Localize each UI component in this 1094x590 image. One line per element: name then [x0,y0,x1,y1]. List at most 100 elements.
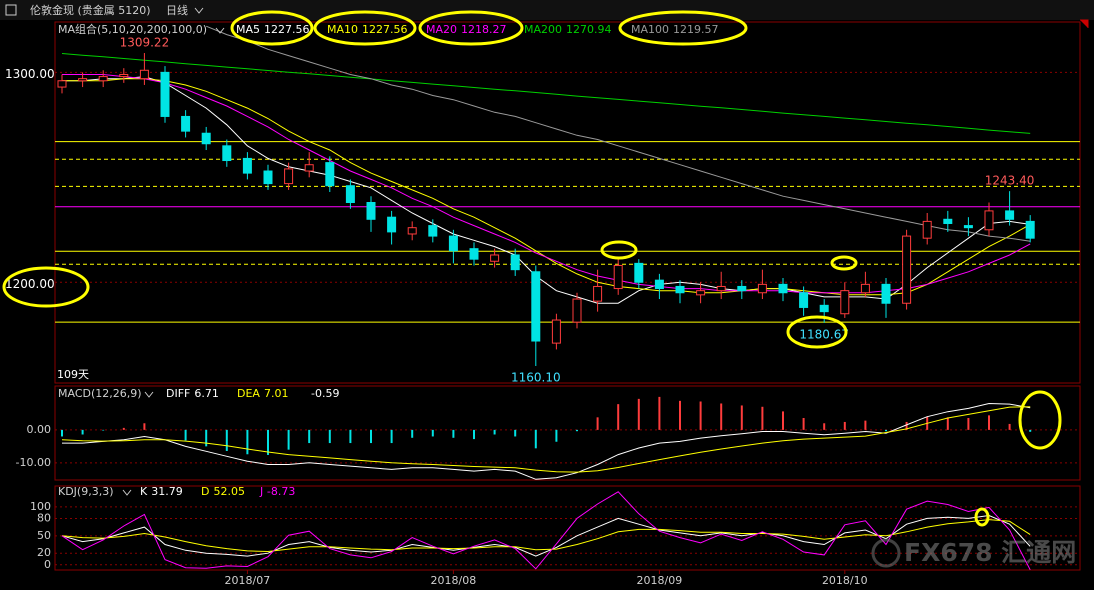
highlight-ellipse [600,240,638,260]
indicator-line [61,406,1031,473]
highlight-ellipse [230,10,314,46]
candle-body [119,73,129,78]
bar-count: 109天 [57,368,89,381]
candle-body [531,271,541,342]
candle-body [593,285,603,302]
x-tick-label: 2018/09 [637,574,683,587]
highlight-ellipse [974,507,990,527]
legend-entry: D 52.05 [201,485,245,498]
candle-body [78,78,88,82]
candle-body [1005,210,1015,220]
legend-entry: K 31.79 [140,485,183,498]
indicator-line [61,519,1031,553]
candle-body [510,254,520,271]
legend-name: DEA [237,387,260,400]
panel-frame [54,485,1081,571]
menu-icon[interactable] [5,4,17,16]
y-tick-label: 0.00 [27,423,52,436]
candle-body [387,216,397,233]
watermark-text: FX678 汇通网 [904,538,1076,567]
price-annotation: 1160.10 [511,370,561,384]
highlight-ellipse [618,10,748,46]
legend-entry: MA10 1227.56 [327,23,408,36]
legend-entry: MA100 1219.57 [631,23,719,36]
legend-value: 7.01 [264,387,289,400]
highlight-ellipse [313,10,417,46]
indicator-line [62,76,1031,304]
highlight-ellipse [2,266,90,308]
candle-body [242,157,252,174]
highlight-ellipse [786,315,848,349]
watermark: FX678 汇通网 [871,538,1076,568]
legend-value: -8.73 [267,485,295,498]
candle-body [469,248,479,260]
legend-entry: J -8.73 [259,485,295,498]
indicator-line [61,53,1031,134]
y-tick-label: 80 [37,511,51,524]
candle-body [490,254,500,262]
corner-marker [1080,19,1089,28]
instrument-name: 伦敦金现 (贵金属 5120) [30,3,151,17]
candle-body [840,290,850,315]
panel-title: KDJ(9,3,3) [58,485,114,498]
candle-body [551,319,561,344]
indicator-line [61,514,1031,557]
legend-name: MA200 [524,23,562,36]
y-tick-label: 1200.00 [5,277,55,291]
legend-value: 6.71 [194,387,219,400]
indicator-line [61,491,1031,571]
y-tick-label: 1300.00 [5,67,55,81]
x-tick-label: 2018/07 [225,574,271,587]
highlight-ellipse [418,10,524,46]
candle-body [160,71,170,117]
legend-name: MA10 [327,23,358,36]
candle-body [448,235,458,252]
watermark-logo [871,538,901,568]
candle-body [284,168,294,185]
candle-body [696,290,706,296]
candle-body [304,164,314,172]
candle-body [572,298,582,323]
legend-entry: MA5 1227.56 [236,23,310,36]
legend-name: K [140,485,148,498]
highlight-ellipse [1018,390,1062,450]
price-annotation: 1243.40 [985,174,1035,188]
panel-frame [54,21,1081,384]
panel-title: MACD(12,26,9) [58,387,142,400]
candle-body [902,235,912,304]
top-bar [0,0,1094,20]
dropdown-arrow [144,391,154,398]
y-tick-label: 20 [37,546,51,559]
indicator-line [206,25,1031,242]
candle-body [634,262,644,283]
candle-body [654,279,664,290]
period-selector[interactable]: 日线 [166,3,188,17]
legend-title: MA组合(5,10,20,200,100,0) [58,22,207,36]
candle-body [139,69,149,80]
legend-value: 52.05 [213,485,245,498]
candle-body [943,218,953,224]
legend-value: 1270.94 [566,23,612,36]
candle-body [922,220,932,239]
candle-body [57,80,67,88]
period-dropdown[interactable] [194,7,204,14]
plot-area: 1300.00 1200.00 2018/07 2018/08 2018/09 2018/… [5,21,1081,587]
candle-body [778,283,788,294]
candle-body [98,76,108,82]
legend-entry: MA200 1270.94 [524,23,612,36]
candle-body [963,225,973,229]
candle-body [366,202,376,220]
legend-value: -0.59 [311,387,339,400]
candle-body [819,304,829,313]
legend-entry: DIFF 6.71 [166,387,219,400]
candle-body [613,264,623,290]
candle-body [757,283,767,294]
legend-value: 1219.57 [673,23,719,36]
highlight-marks [2,10,1062,527]
x-tick-label: 2018/10 [822,574,868,587]
y-tick-label: 0 [44,558,51,571]
candle-body [345,185,355,204]
legend-value: 1227.56 [264,23,310,36]
candle-body [201,132,211,145]
